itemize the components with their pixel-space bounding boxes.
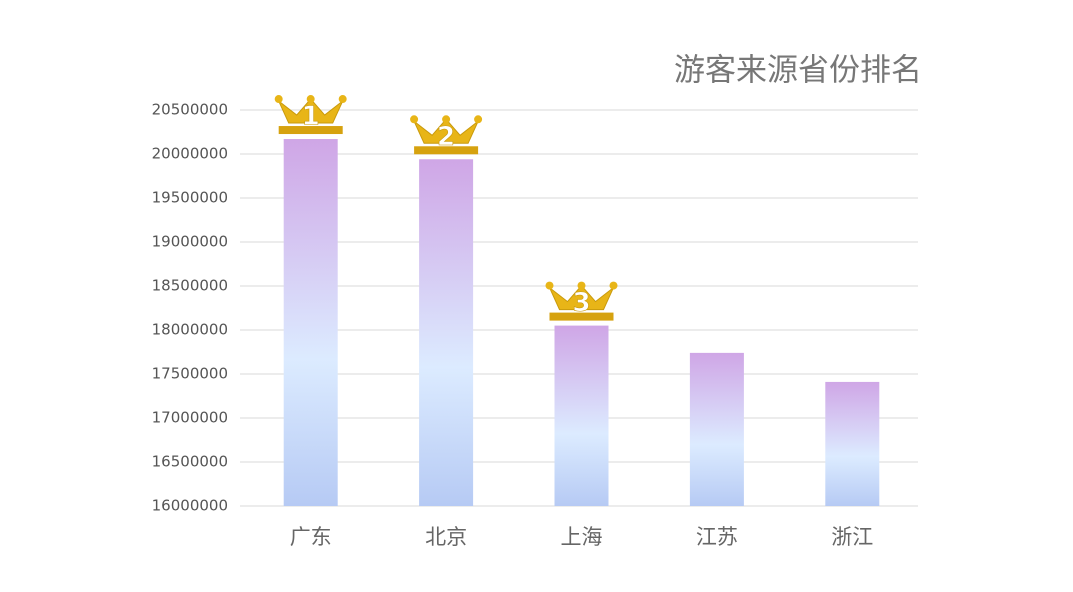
y-tick-label: 17500000: [152, 365, 228, 383]
crown-base: [414, 146, 479, 155]
y-tick-label: 18000000: [152, 321, 228, 339]
crown-jewel: [306, 95, 315, 104]
chart-title: 游客来源省份排名: [674, 53, 922, 89]
y-tick-label: 20500000: [152, 101, 228, 119]
y-tick-label: 16000000: [152, 497, 228, 515]
crown-jewel: [410, 115, 419, 124]
crown: [278, 98, 344, 124]
crown-jewel: [274, 95, 283, 104]
x-tick-label: 北京: [425, 525, 467, 549]
x-tick-label: 广东: [290, 525, 332, 549]
crown-jewel: [474, 115, 483, 124]
bar: [283, 139, 338, 507]
crown-jewel: [338, 95, 347, 104]
y-tick-label: 18500000: [152, 277, 228, 295]
crown-jewel: [545, 281, 554, 290]
crown-jewel: [609, 281, 618, 290]
y-tick-label: 17000000: [152, 409, 228, 427]
crown-jewel: [577, 281, 586, 290]
bar: [554, 325, 609, 506]
crown-jewel: [442, 115, 451, 124]
y-tick-label: 16500000: [152, 453, 228, 471]
bar: [689, 352, 744, 506]
crown: [413, 118, 479, 144]
rank-label: 1: [302, 102, 320, 132]
rank-label: 2: [437, 122, 455, 152]
crown-base: [549, 312, 614, 321]
rank-label: 3: [572, 288, 590, 318]
crown: [549, 284, 614, 311]
y-tick-label: 19500000: [152, 189, 228, 207]
y-tick-label: 19000000: [152, 233, 228, 251]
x-tick-label: 江苏: [696, 525, 738, 549]
x-tick-label: 上海: [561, 525, 603, 549]
crown-base: [278, 126, 343, 135]
bar: [419, 159, 474, 506]
y-tick-label: 20000000: [152, 145, 228, 163]
bar: [825, 381, 880, 506]
x-tick-label: 浙江: [831, 525, 873, 549]
